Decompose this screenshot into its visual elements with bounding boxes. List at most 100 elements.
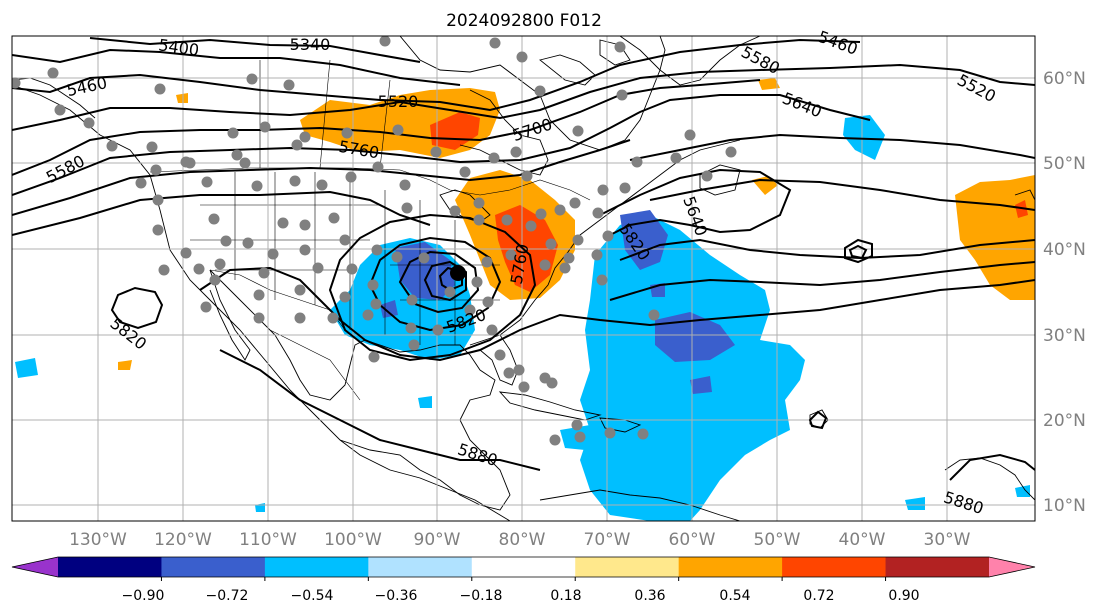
station-marker: [220, 235, 232, 247]
lat-label-50n: 50°N: [1043, 154, 1086, 174]
map-panel: 5400 5340 5460 5460 5520 5580 5580 5520 …: [11, 27, 1036, 522]
station-marker: [401, 202, 413, 214]
station-marker: [299, 131, 311, 143]
north-america-coast: [12, 84, 511, 511]
station-marker: [242, 237, 254, 249]
station-marker: [362, 309, 374, 321]
baja: [209, 269, 251, 361]
station-marker: [701, 170, 713, 182]
station-marker: [430, 146, 442, 158]
station-marker: [591, 249, 603, 261]
station-marker: [294, 284, 306, 296]
station-marker: [294, 312, 306, 324]
colorbar-segment: [678, 557, 783, 577]
colorbar-label-3: −0.36: [375, 588, 418, 604]
longitude-labels: 130°W 120°W 110°W 100°W 90°W 80°W 70°W 6…: [69, 530, 971, 550]
station-marker: [253, 312, 265, 324]
station-marker: [432, 324, 444, 336]
station-marker: [299, 244, 311, 256]
station-marker: [604, 427, 616, 439]
station-marker: [574, 431, 586, 443]
station-marker: [312, 262, 324, 274]
station-marker: [259, 121, 271, 133]
mexico-states: [269, 329, 361, 401]
station-marker: [251, 180, 263, 192]
contour-trough-atlantic-2: [619, 238, 1035, 261]
lat-label-10n: 10°N: [1043, 496, 1086, 516]
station-marker: [291, 139, 303, 151]
station-marker: [150, 164, 162, 176]
colorbar-segment: [575, 557, 680, 577]
lat-label-60n: 60°N: [1043, 69, 1086, 89]
station-marker: [201, 176, 213, 188]
station-marker: [372, 161, 384, 173]
station-marker: [545, 238, 557, 250]
lon-label-130w: 130°W: [69, 530, 127, 550]
lon-label-30w: 30°W: [924, 530, 971, 550]
station-marker: [227, 127, 239, 139]
station-marker: [239, 157, 251, 169]
station-marker: [267, 248, 279, 260]
station-marker: [106, 140, 118, 152]
colorbar-label-4: −0.18: [460, 588, 503, 604]
contour-label-5340: 5340: [290, 35, 331, 54]
colorbar-segment: [471, 557, 576, 577]
contour-5820-main: [199, 266, 1035, 362]
station-marker: [214, 258, 226, 270]
station-marker: [327, 312, 339, 324]
station-marker: [54, 104, 66, 116]
station-marker: [193, 263, 205, 275]
contour-label-5520-center: 5520: [378, 92, 419, 111]
station-marker: [614, 41, 626, 53]
contour-5400: [12, 48, 461, 86]
contour-ridge-1: [629, 133, 1035, 161]
station-marker: [368, 351, 380, 363]
station-marker: [258, 267, 270, 279]
contour-low-outer: [328, 213, 537, 362]
station-marker: [158, 264, 170, 276]
cyclone-center-marker: [450, 265, 466, 281]
colorbar-segment: [368, 557, 473, 577]
station-marker: [616, 89, 628, 101]
south-america: [539, 489, 741, 521]
lon-label-100w: 100°W: [324, 530, 382, 550]
station-marker: [408, 339, 420, 351]
anomaly-small-lightblue-3: [1015, 485, 1030, 497]
colorbar-segment: [264, 557, 369, 577]
colorbar-segment: [782, 557, 887, 577]
station-marker: [572, 125, 584, 137]
anomaly-atlantic-blue-4: [690, 376, 712, 394]
contour-5580-a: [12, 79, 761, 176]
lon-label-110w: 110°W: [239, 530, 297, 550]
anomaly-gulf-blue-2: [380, 300, 398, 318]
anomaly-alaska-orange: [176, 93, 188, 103]
station-marker: [379, 36, 391, 47]
station-marker: [503, 367, 515, 379]
positive-anomaly-regions: [118, 78, 1035, 370]
station-marker: [208, 213, 220, 225]
station-marker: [299, 219, 311, 231]
station-marker: [289, 175, 301, 187]
station-marker: [253, 289, 265, 301]
station-marker: [539, 259, 551, 271]
contour-5880-east: [949, 453, 1035, 481]
map-title: 2024092800 F012: [446, 11, 602, 31]
station-marker: [471, 276, 483, 288]
station-marker: [449, 205, 461, 217]
station-marker: [405, 322, 417, 334]
station-marker: [597, 184, 609, 196]
colorbar-extend-min: [12, 557, 58, 577]
station-marker: [563, 252, 575, 264]
colorbar-label-0: −0.90: [122, 588, 165, 604]
station-marker: [571, 419, 583, 431]
contour-5760: [12, 190, 431, 236]
anomaly-pacific-lightblue: [15, 358, 38, 378]
station-marker: [488, 152, 500, 164]
station-marker: [370, 298, 382, 310]
station-marker: [180, 247, 192, 259]
station-marker: [670, 152, 682, 164]
contour-low-mid: [368, 236, 502, 332]
anomaly-canada-lightblue: [843, 115, 885, 160]
contour-5460: [12, 38, 861, 112]
station-marker: [418, 252, 430, 264]
